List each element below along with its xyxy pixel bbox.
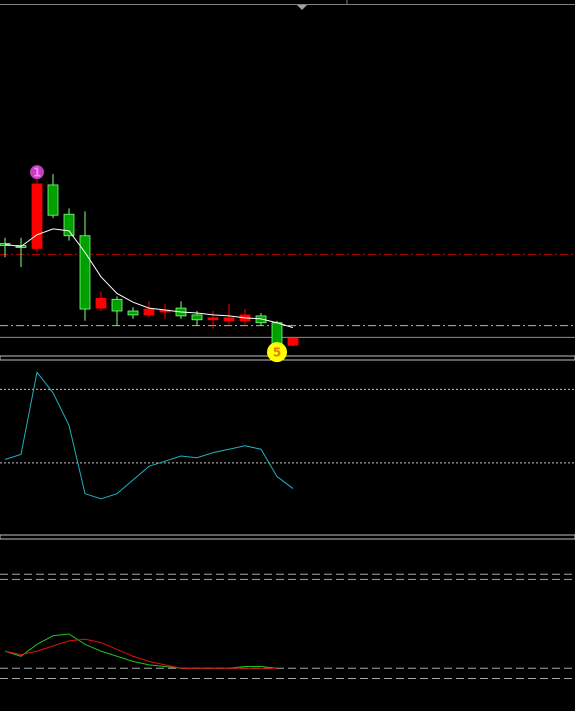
candle-body bbox=[271, 322, 283, 346]
candle-body bbox=[143, 308, 155, 316]
candle-body bbox=[31, 183, 43, 249]
candle-body bbox=[63, 213, 75, 237]
candle-body bbox=[47, 184, 59, 216]
signal-label: 1 bbox=[33, 166, 41, 180]
signal-marker bbox=[30, 165, 44, 180]
candle-body bbox=[207, 317, 219, 321]
candle-body bbox=[79, 235, 91, 310]
panel-separator bbox=[0, 355, 575, 361]
candle-body bbox=[287, 337, 299, 346]
candle-body bbox=[191, 314, 203, 321]
indicator-line bbox=[4, 638, 277, 669]
candle-body bbox=[95, 297, 107, 309]
signal-label: 5 bbox=[273, 346, 281, 360]
signal-marker bbox=[267, 342, 287, 363]
candle-body bbox=[111, 298, 123, 312]
indicator-line bbox=[4, 228, 294, 329]
candle-body bbox=[223, 317, 235, 322]
shift-marker bbox=[297, 5, 307, 10]
panel-separator bbox=[0, 534, 575, 540]
indicator-line bbox=[4, 371, 294, 500]
indicator-line bbox=[4, 633, 278, 669]
candle-body bbox=[127, 310, 139, 316]
